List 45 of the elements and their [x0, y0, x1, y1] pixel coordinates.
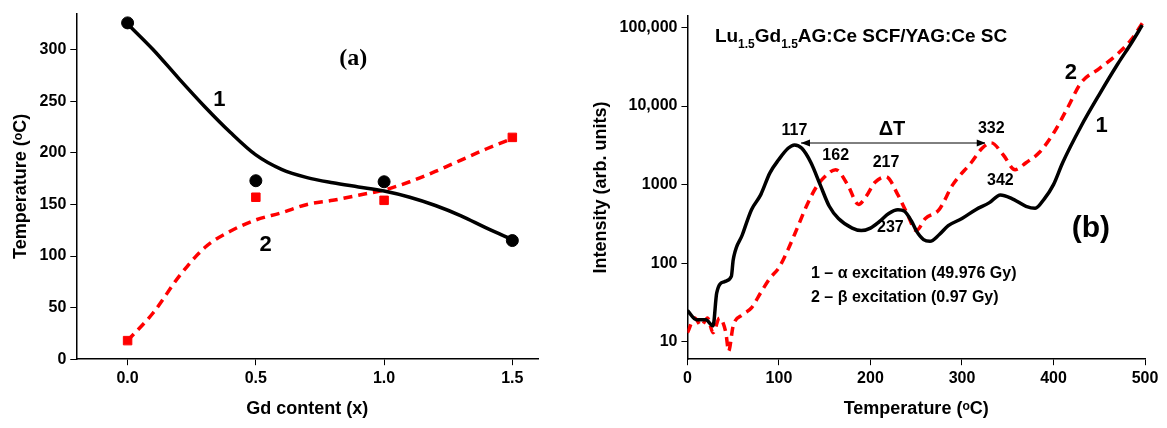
point: [249, 174, 263, 188]
x-tick-label: 100: [765, 369, 793, 387]
point: [379, 195, 389, 206]
annotation: 1 – α excitation (49.976 Gy): [810, 263, 1017, 281]
y-tick-label: 150: [39, 194, 67, 212]
annotation: 342: [987, 171, 1014, 189]
annotation: ΔT: [878, 116, 906, 139]
x-tick-label: 400: [1040, 369, 1067, 387]
x-axis-title: Gd content (x): [246, 398, 369, 419]
annotation: 2: [259, 231, 272, 257]
y-axis-title: Intensity (arb. units): [589, 101, 610, 274]
y-tick-label: 300: [39, 40, 67, 58]
annotation: 2 – β excitation (0.97 Gy): [810, 287, 999, 305]
point: [251, 192, 261, 202]
y-tick-label: 100: [39, 246, 67, 264]
x-tick-label: 200: [857, 369, 884, 387]
y-tick-label: 250: [39, 91, 67, 109]
annotation: 117: [781, 121, 808, 139]
annotation: 1: [1095, 111, 1108, 137]
y-tick-label: 50: [48, 298, 67, 316]
annotation: (a): [339, 43, 368, 70]
y-tick-label: 100,000: [619, 17, 678, 35]
x-tick-label: 0.5: [244, 369, 268, 387]
y-tick-label: 10: [659, 332, 678, 350]
x-tick-label: 1.0: [372, 369, 396, 387]
annotation: 2: [1064, 58, 1077, 84]
annotation: 217: [872, 153, 900, 171]
y-tick-label: 0: [57, 349, 67, 367]
y-tick-label: 200: [39, 143, 67, 161]
x-axis-title: Temperature (ᵒC): [843, 398, 989, 419]
point: [507, 132, 518, 143]
y-tick-label: 10,000: [628, 96, 678, 114]
annotation: 162: [822, 146, 850, 164]
x-tick-label: 1.5: [501, 369, 524, 387]
x-tick-label: 0.0: [116, 369, 139, 387]
y-axis-title: Temperature (ᵒC): [9, 113, 30, 259]
annotation: 332: [977, 119, 1005, 137]
x-tick-label: 500: [1131, 369, 1159, 387]
annotation: (b): [1071, 210, 1111, 244]
y-tick-label: 1000: [641, 175, 678, 193]
x-tick-label: 0: [682, 369, 692, 387]
x-tick-label: 300: [948, 369, 976, 387]
annotation: 1: [213, 86, 226, 112]
y-tick-label: 100: [650, 253, 678, 271]
point: [377, 175, 391, 189]
